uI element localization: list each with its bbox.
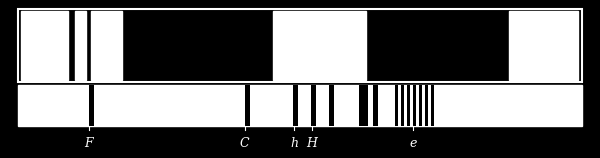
Text: F: F [85,137,93,150]
Bar [431,85,434,126]
Bar [273,11,366,80]
Text: h: h [290,137,298,150]
Bar [329,85,334,126]
Text: H: H [307,137,317,150]
Bar [509,11,578,80]
Bar [311,85,316,126]
Bar [245,85,250,126]
Bar [395,85,398,126]
Text: C: C [240,137,250,150]
Bar [293,85,298,126]
Bar [18,85,582,126]
Bar [407,85,410,126]
Bar [91,11,122,80]
Bar [359,85,368,126]
Text: e: e [409,137,416,150]
Bar [373,85,378,126]
Bar [419,85,422,126]
Bar [75,11,86,80]
Bar [425,85,428,126]
Bar [18,9,582,82]
Bar [401,85,404,126]
Bar [413,85,416,126]
Bar [89,85,94,126]
Bar [21,11,68,80]
